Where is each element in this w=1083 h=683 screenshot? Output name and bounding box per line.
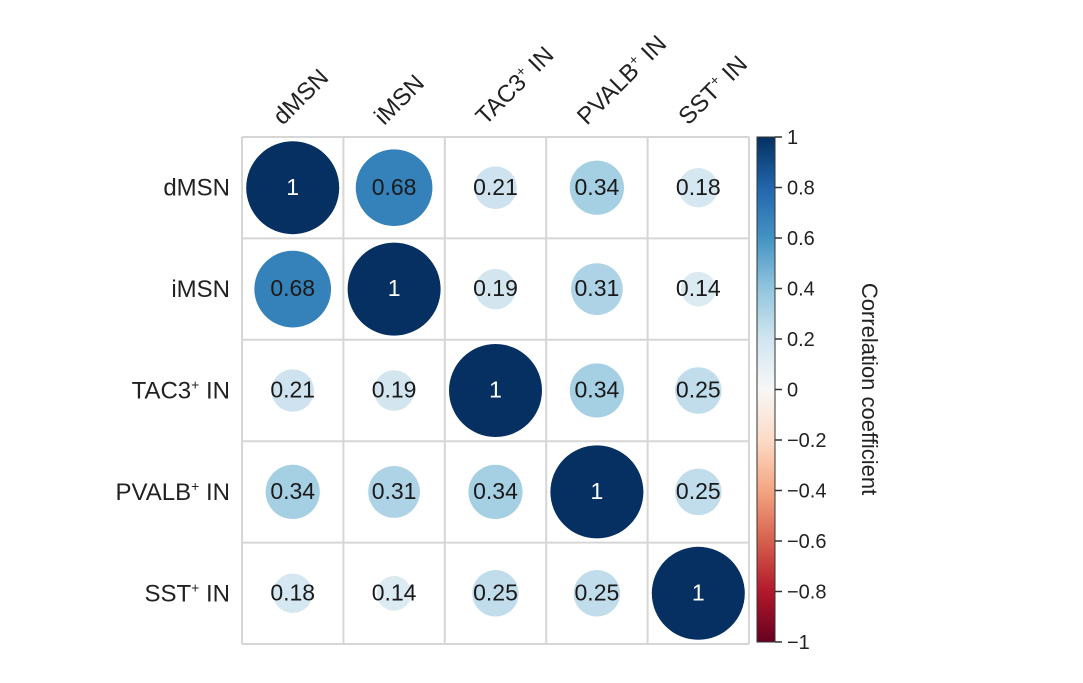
correlation-circle bbox=[675, 367, 722, 414]
colorbar-tick-label: 1 bbox=[787, 127, 798, 149]
cell-value-label: 0.19 bbox=[473, 275, 518, 301]
cell-value-label: 1 bbox=[388, 275, 401, 301]
colorbar-tick-label: −0.8 bbox=[787, 582, 826, 604]
colorbar bbox=[757, 137, 775, 642]
cell-value-label: 0.34 bbox=[575, 377, 620, 403]
correlation-circle bbox=[246, 141, 340, 235]
correlation-circle bbox=[573, 570, 621, 617]
cell-value-label: 0.14 bbox=[372, 579, 417, 605]
correlation-circle bbox=[550, 445, 644, 539]
cell-value-label: 0.25 bbox=[473, 579, 518, 605]
cell-value-label: 0.18 bbox=[676, 174, 721, 200]
correlation-circle bbox=[272, 573, 313, 614]
grid bbox=[241, 136, 750, 645]
correlation-circle bbox=[254, 250, 332, 328]
correlation-circle bbox=[265, 464, 320, 520]
row-label: SST+ IN bbox=[144, 579, 230, 607]
correlation-circle bbox=[569, 160, 625, 215]
row-label: TAC3+ IN bbox=[132, 377, 230, 405]
column-label: iMSN bbox=[369, 70, 430, 131]
cell-value-label: 0.14 bbox=[676, 275, 721, 301]
cell-value-label: 0.34 bbox=[575, 174, 620, 200]
colorbar-tick-label: −0.4 bbox=[787, 481, 826, 503]
cell-value-label: 0.25 bbox=[676, 377, 721, 403]
correlation-circle bbox=[678, 167, 719, 208]
colorbar-label: Correlation coefficient bbox=[857, 283, 882, 495]
row-label: iMSN bbox=[171, 276, 230, 303]
cell-value-label: 1 bbox=[692, 579, 705, 605]
correlation-circle bbox=[569, 363, 625, 418]
colorbar-ticks: 1 0.8 0.6 0.4 0.2 0 −0.2 −0.4 −0.6 −0.8 −1 bbox=[756, 127, 826, 654]
correlation-circle bbox=[651, 546, 745, 640]
cell-value-label: 0.25 bbox=[575, 579, 620, 605]
row-labels: dMSN iMSN TAC3+ IN PVALB+ IN SST+ IN bbox=[116, 175, 230, 608]
correlation-circle bbox=[680, 271, 716, 307]
colorbar-gradient bbox=[757, 137, 775, 642]
colorbar-tick-label: −0.6 bbox=[787, 531, 826, 553]
correlation-circle bbox=[472, 570, 519, 617]
cell-value-label: 0.31 bbox=[372, 478, 417, 504]
colorbar-tick-label: 0.2 bbox=[787, 329, 815, 351]
correlation-circle bbox=[368, 466, 420, 518]
correlation-circle bbox=[355, 149, 433, 227]
column-label: SST+ IN bbox=[673, 50, 753, 130]
cell-value-label: 0.31 bbox=[575, 275, 620, 301]
cell-value-label: 1 bbox=[489, 377, 502, 403]
cell-value-label: 0.34 bbox=[473, 478, 518, 504]
correlation-circle bbox=[675, 468, 722, 516]
colorbar-tick-label: −1 bbox=[787, 632, 810, 654]
colorbar-tick-label: −0.2 bbox=[787, 430, 826, 452]
cell-value-label: 1 bbox=[591, 478, 604, 504]
row-label: PVALB+ IN bbox=[116, 478, 230, 506]
correlation-circle bbox=[468, 464, 523, 520]
correlation-circles bbox=[246, 141, 745, 640]
colorbar-tick-label: 0.6 bbox=[787, 228, 815, 250]
colorbar-tick-label: 0 bbox=[787, 380, 798, 402]
correlation-circle bbox=[475, 268, 516, 310]
cell-value-label: 0.34 bbox=[270, 478, 315, 504]
cell-value-label: 0.68 bbox=[372, 174, 417, 200]
correlation-circle bbox=[347, 242, 441, 336]
colorbar-tick-label: 0.4 bbox=[787, 279, 815, 301]
correlation-circle bbox=[449, 344, 542, 437]
column-label: PVALB+ IN bbox=[571, 30, 672, 131]
correlation-circle bbox=[271, 369, 315, 412]
cell-value-label: 1 bbox=[286, 174, 299, 200]
correlation-circle bbox=[373, 370, 415, 411]
value-labels: 1 0.68 0.21 0.34 0.18 0.68 1 0.19 0.31 0.14 0.21 0.… bbox=[270, 174, 721, 606]
cell-value-label: 0.21 bbox=[270, 377, 315, 403]
column-label: dMSN bbox=[268, 64, 334, 130]
correlation-circle bbox=[376, 575, 412, 611]
correlation-circle bbox=[571, 263, 623, 315]
column-label: TAC3+ IN bbox=[470, 41, 559, 130]
cell-value-label: 0.19 bbox=[372, 377, 417, 403]
cell-value-label: 0.21 bbox=[473, 174, 518, 200]
cell-value-label: 0.68 bbox=[270, 275, 315, 301]
cell-value-label: 0.18 bbox=[270, 579, 315, 605]
cell-value-label: 0.25 bbox=[676, 478, 721, 504]
correlation-circle bbox=[474, 166, 517, 210]
colorbar-tick-label: 0.8 bbox=[787, 178, 815, 200]
row-label: dMSN bbox=[163, 175, 230, 202]
